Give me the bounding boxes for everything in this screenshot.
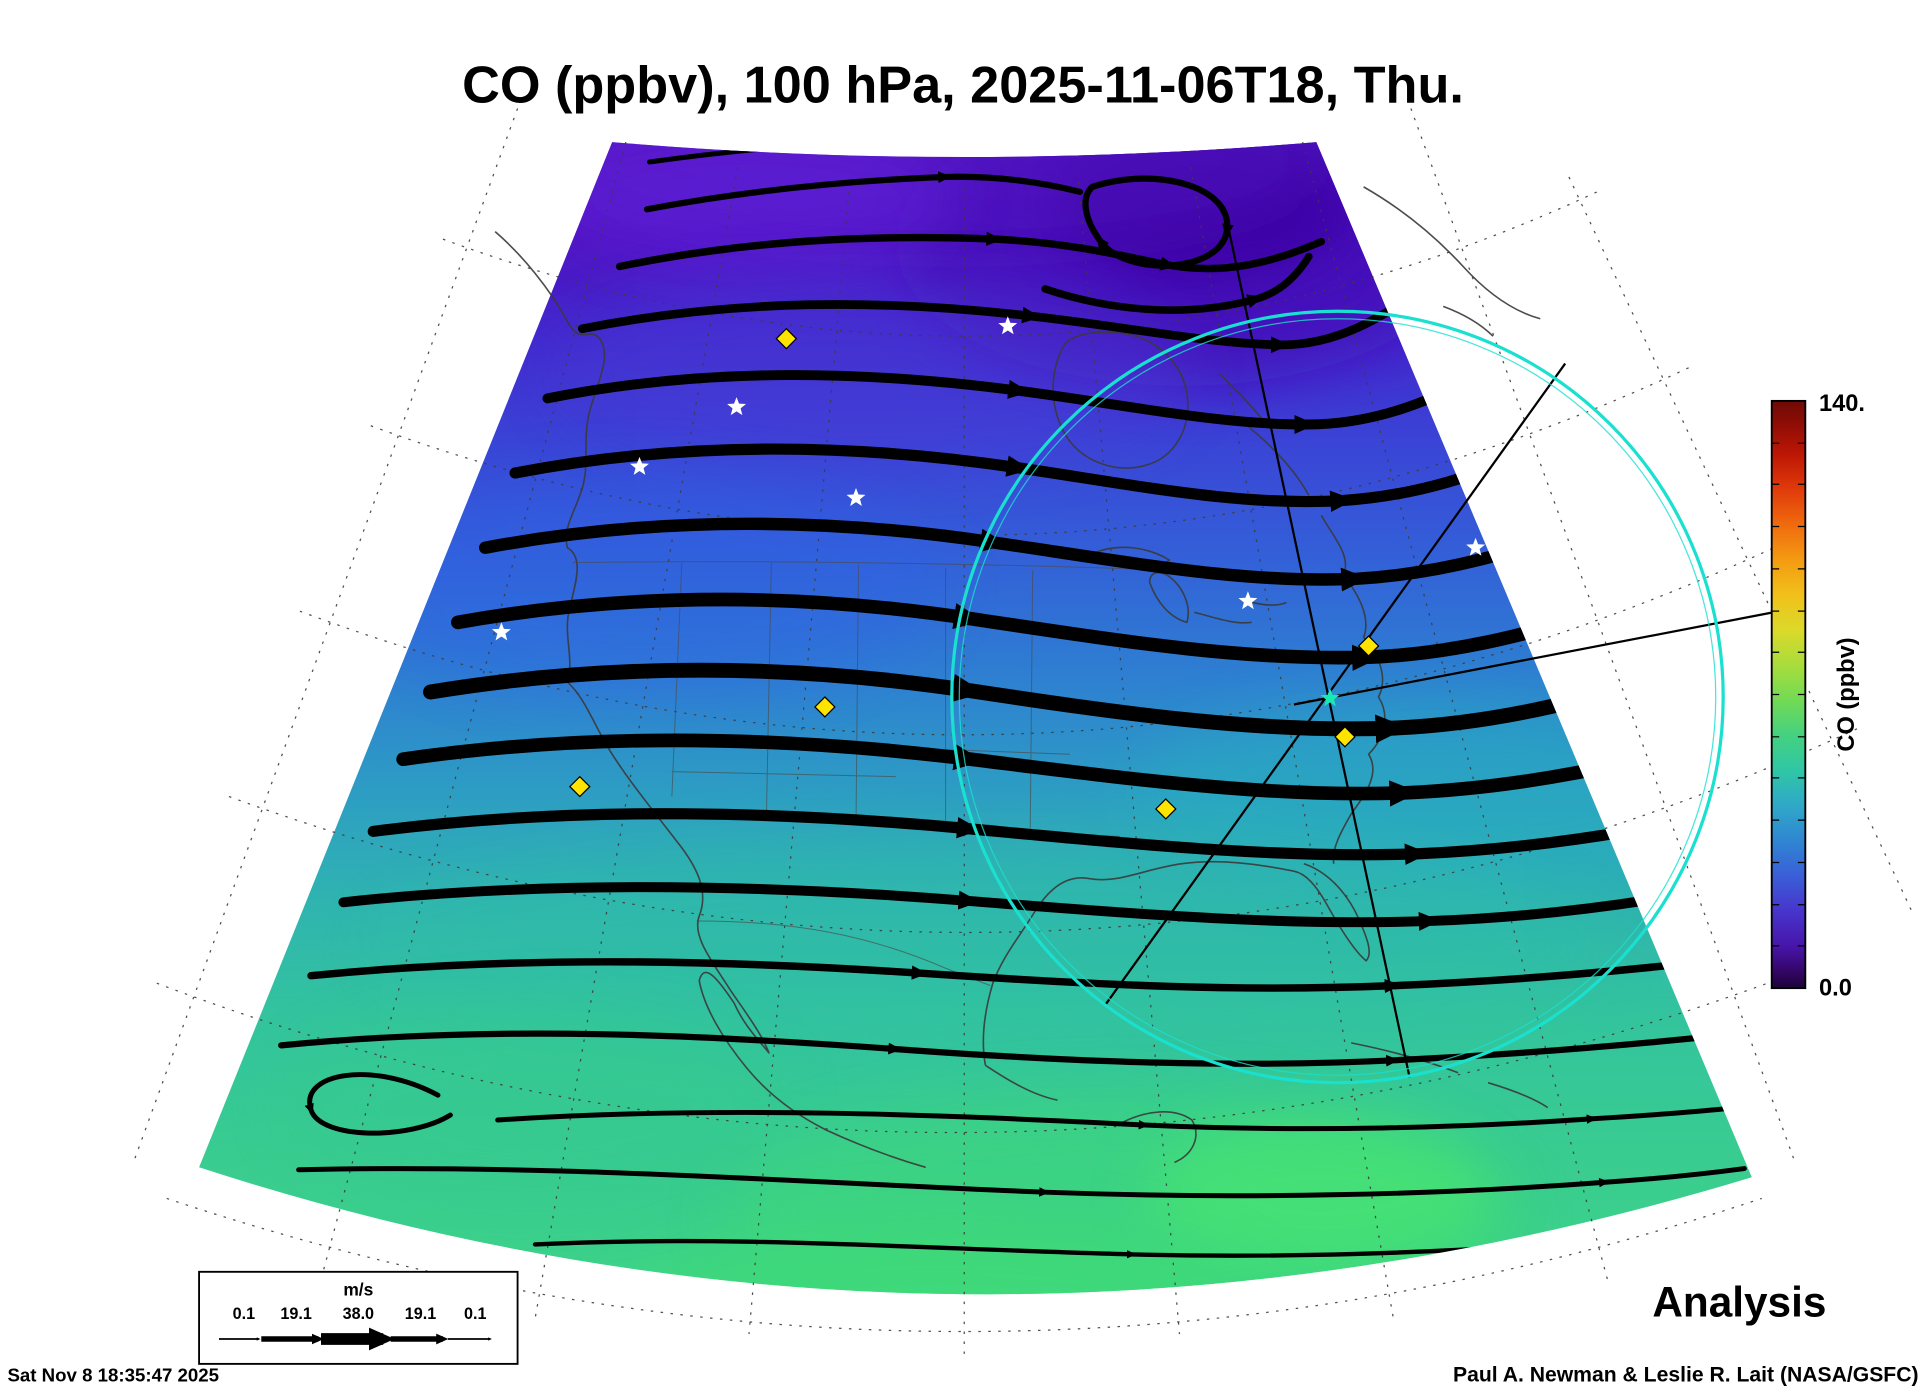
streamline <box>278 1029 1748 1067</box>
streamline <box>1041 252 1313 314</box>
page-title: CO (ppbv), 100 hPa, 2025-11-06T18, Thu. <box>462 56 1464 114</box>
wind-legend-box <box>198 1270 519 1365</box>
streamline <box>396 728 1739 807</box>
streamline <box>338 877 1752 931</box>
colorbar-min-label: 0.0 <box>1819 976 1852 1002</box>
wind-legend-units: m/s <box>343 1279 373 1299</box>
wind-legend-value: 0.1 <box>233 1305 255 1323</box>
timestamp: Sat Nov 8 18:35:47 2025 <box>7 1364 219 1385</box>
wind-legend-value: 19.1 <box>405 1305 436 1323</box>
streamline <box>304 1072 453 1136</box>
streamline <box>307 953 1746 994</box>
border-us-mexico <box>696 920 991 987</box>
streamline <box>1082 175 1234 269</box>
streamline <box>296 1166 1747 1199</box>
colorbar-axis-label: CO (ppbv) <box>1834 637 1860 751</box>
colorbar-ticks-right <box>1797 442 1806 947</box>
streamline <box>577 285 1426 354</box>
wind-legend-value: 19.1 <box>280 1305 311 1323</box>
streamline <box>643 171 1084 213</box>
analysis-label: Analysis <box>1652 1279 1826 1326</box>
map-canvas <box>133 108 1912 1357</box>
streamline <box>479 516 1602 592</box>
wind-legend-value: 0.1 <box>464 1305 486 1323</box>
colorbar: 140. 0.0 CO (ppbv) <box>1770 391 1865 1002</box>
streamlines <box>278 142 1752 1308</box>
colorbar-max-label: 140. <box>1819 391 1865 417</box>
credit: Paul A. Newman & Leslie R. Lait (NASA/GS… <box>1453 1363 1919 1386</box>
range-ring <box>950 309 1725 1085</box>
annotation-lines <box>1103 214 1774 1078</box>
streamline <box>495 1103 1750 1132</box>
annotation-line <box>1224 214 1411 1078</box>
wind-speed-legend: m/s 0.1 19.1 38.0 19.1 0.1 <box>198 1270 519 1365</box>
streamline <box>509 442 1544 513</box>
range-ring-inner <box>958 318 1717 1076</box>
streamline <box>367 802 1750 866</box>
wind-legend-value: 38.0 <box>343 1305 374 1323</box>
streamline <box>542 368 1489 435</box>
coastline-greenland <box>1363 186 1541 337</box>
streamline <box>615 231 1326 273</box>
streamline <box>451 588 1652 671</box>
streamline <box>423 657 1703 744</box>
annotation-line <box>1103 362 1567 1007</box>
colorbar-ticks-left <box>1771 442 1780 947</box>
streamline <box>771 1299 1256 1308</box>
annotation-line <box>1293 611 1774 706</box>
